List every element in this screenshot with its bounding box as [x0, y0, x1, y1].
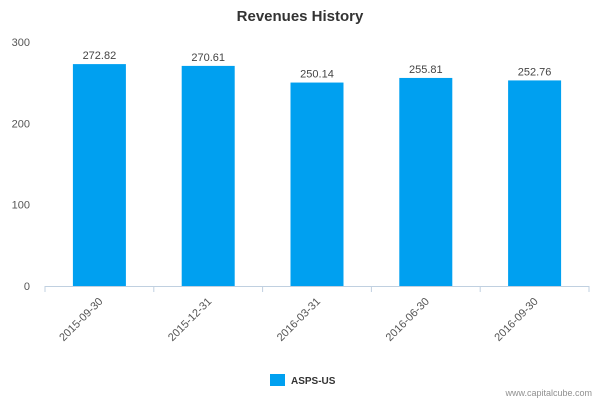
- x-tick-label: 2016-06-30: [384, 296, 432, 344]
- y-tick-label: 300: [12, 37, 30, 49]
- x-tick-label: 2016-03-31: [275, 296, 323, 344]
- data-label: 272.82: [83, 50, 117, 62]
- data-label: 250.14: [300, 69, 334, 81]
- bar[interactable]: [181, 65, 235, 286]
- bar[interactable]: [399, 77, 453, 287]
- x-tick-label: 2015-09-30: [57, 296, 105, 344]
- y-axis: 0 100 200 300: [12, 37, 30, 293]
- x-axis: 2015-09-30 2015-12-31 2016-03-31 2016-06-30…: [44, 286, 590, 344]
- x-tick-label: 2015-12-31: [166, 296, 214, 344]
- bar[interactable]: [290, 82, 344, 287]
- y-tick-label: 200: [12, 118, 30, 130]
- y-tick-label: 0: [24, 281, 30, 293]
- legend[interactable]: ASPS-US: [270, 374, 336, 387]
- bar[interactable]: [72, 64, 126, 286]
- x-tick-label: 2016-09-30: [492, 296, 540, 344]
- data-label: 252.76: [518, 66, 552, 78]
- legend-swatch: [270, 374, 285, 386]
- bar[interactable]: [508, 80, 562, 286]
- data-label: 270.61: [191, 52, 225, 64]
- chart-title: Revenues History: [237, 8, 364, 25]
- bar-series: [72, 64, 562, 287]
- y-tick-label: 100: [12, 200, 30, 212]
- credit-text: www.capitalcube.com: [504, 388, 592, 398]
- legend-label: ASPS-US: [291, 376, 336, 387]
- data-label: 255.81: [409, 64, 443, 76]
- data-labels: 272.82 270.61 250.14 255.81 252.76: [83, 50, 552, 80]
